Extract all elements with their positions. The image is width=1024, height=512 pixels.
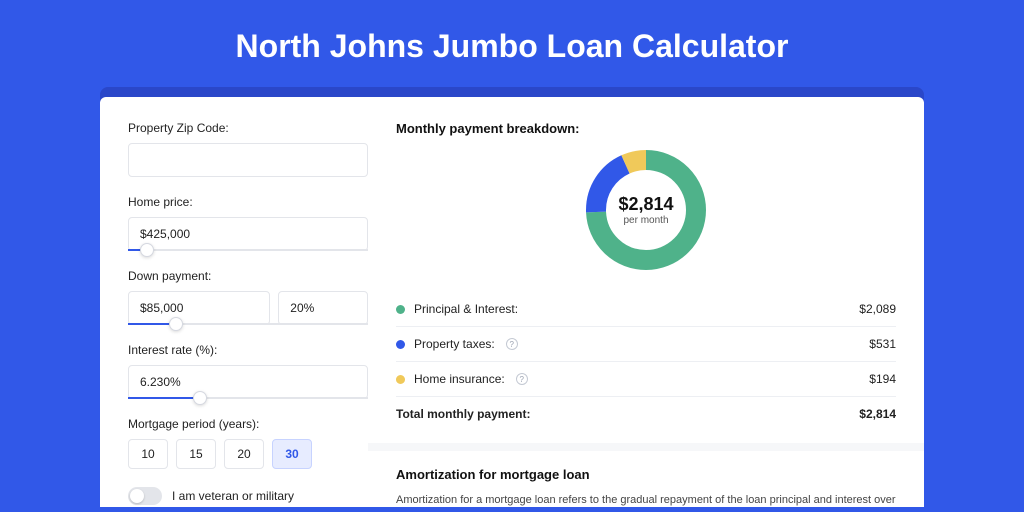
down-payment-percent-input[interactable] (278, 291, 368, 325)
veteran-toggle[interactable] (128, 487, 162, 505)
breakdown-value: $194 (869, 372, 896, 386)
breakdown-panel: Monthly payment breakdown: $2,814 per mo… (396, 121, 896, 483)
total-label: Total monthly payment: (396, 407, 530, 421)
interest-label: Interest rate (%): (128, 343, 368, 357)
interest-thumb[interactable] (193, 391, 207, 405)
veteran-row: I am veteran or military (128, 487, 368, 505)
down-payment-amount-input[interactable] (128, 291, 270, 325)
total-value: $2,814 (859, 407, 896, 421)
breakdown-row: Home insurance:? $194 (396, 361, 896, 396)
field-down-payment: Down payment: (128, 269, 368, 325)
home-price-thumb[interactable] (140, 243, 154, 257)
toggle-knob (130, 489, 144, 503)
donut-wrap: $2,814 per month (396, 150, 896, 270)
breakdown-total-row: Total monthly payment: $2,814 (396, 396, 896, 431)
field-zip: Property Zip Code: (128, 121, 368, 177)
breakdown-title: Monthly payment breakdown: (396, 121, 896, 136)
period-buttons: 10 15 20 30 (128, 439, 368, 469)
zip-label: Property Zip Code: (128, 121, 368, 135)
breakdown-value: $2,089 (859, 302, 896, 316)
period-button-10[interactable]: 10 (128, 439, 168, 469)
donut-sub: per month (623, 215, 668, 226)
field-period: Mortgage period (years): 10 15 20 30 (128, 417, 368, 469)
donut-amount: $2,814 (618, 194, 673, 215)
page-title: North Johns Jumbo Loan Calculator (0, 0, 1024, 87)
breakdown-row: Principal & Interest: $2,089 (396, 292, 896, 326)
amortization-title: Amortization for mortgage loan (396, 467, 896, 482)
info-icon[interactable]: ? (516, 373, 528, 385)
home-price-label: Home price: (128, 195, 368, 209)
veteran-label: I am veteran or military (172, 489, 294, 503)
amortization-section: Amortization for mortgage loan Amortizat… (368, 443, 924, 507)
period-button-20[interactable]: 20 (224, 439, 264, 469)
card-backdrop: Property Zip Code: Home price: Down paym… (100, 87, 924, 507)
down-payment-slider[interactable] (128, 323, 368, 325)
breakdown-value: $531 (869, 337, 896, 351)
field-home-price: Home price: (128, 195, 368, 251)
interest-slider[interactable] (128, 397, 368, 399)
period-label: Mortgage period (years): (128, 417, 368, 431)
down-payment-label: Down payment: (128, 269, 368, 283)
interest-input[interactable] (128, 365, 368, 399)
period-button-15[interactable]: 15 (176, 439, 216, 469)
breakdown-row: Property taxes:? $531 (396, 326, 896, 361)
info-icon[interactable]: ? (506, 338, 518, 350)
field-interest: Interest rate (%): (128, 343, 368, 399)
legend-swatch (396, 340, 405, 349)
zip-input[interactable] (128, 143, 368, 177)
form-panel: Property Zip Code: Home price: Down paym… (128, 121, 368, 483)
breakdown-label: Principal & Interest: (414, 302, 518, 316)
amortization-text: Amortization for a mortgage loan refers … (396, 492, 896, 507)
payment-donut-chart: $2,814 per month (586, 150, 706, 270)
legend-swatch (396, 375, 405, 384)
home-price-input[interactable] (128, 217, 368, 251)
home-price-slider[interactable] (128, 249, 368, 251)
legend-swatch (396, 305, 405, 314)
calculator-card: Property Zip Code: Home price: Down paym… (100, 97, 924, 507)
breakdown-label: Home insurance: (414, 372, 505, 386)
breakdown-rows: Principal & Interest: $2,089 Property taxe… (396, 292, 896, 396)
breakdown-label: Property taxes: (414, 337, 495, 351)
period-button-30[interactable]: 30 (272, 439, 312, 469)
down-payment-thumb[interactable] (169, 317, 183, 331)
donut-center: $2,814 per month (586, 150, 706, 270)
